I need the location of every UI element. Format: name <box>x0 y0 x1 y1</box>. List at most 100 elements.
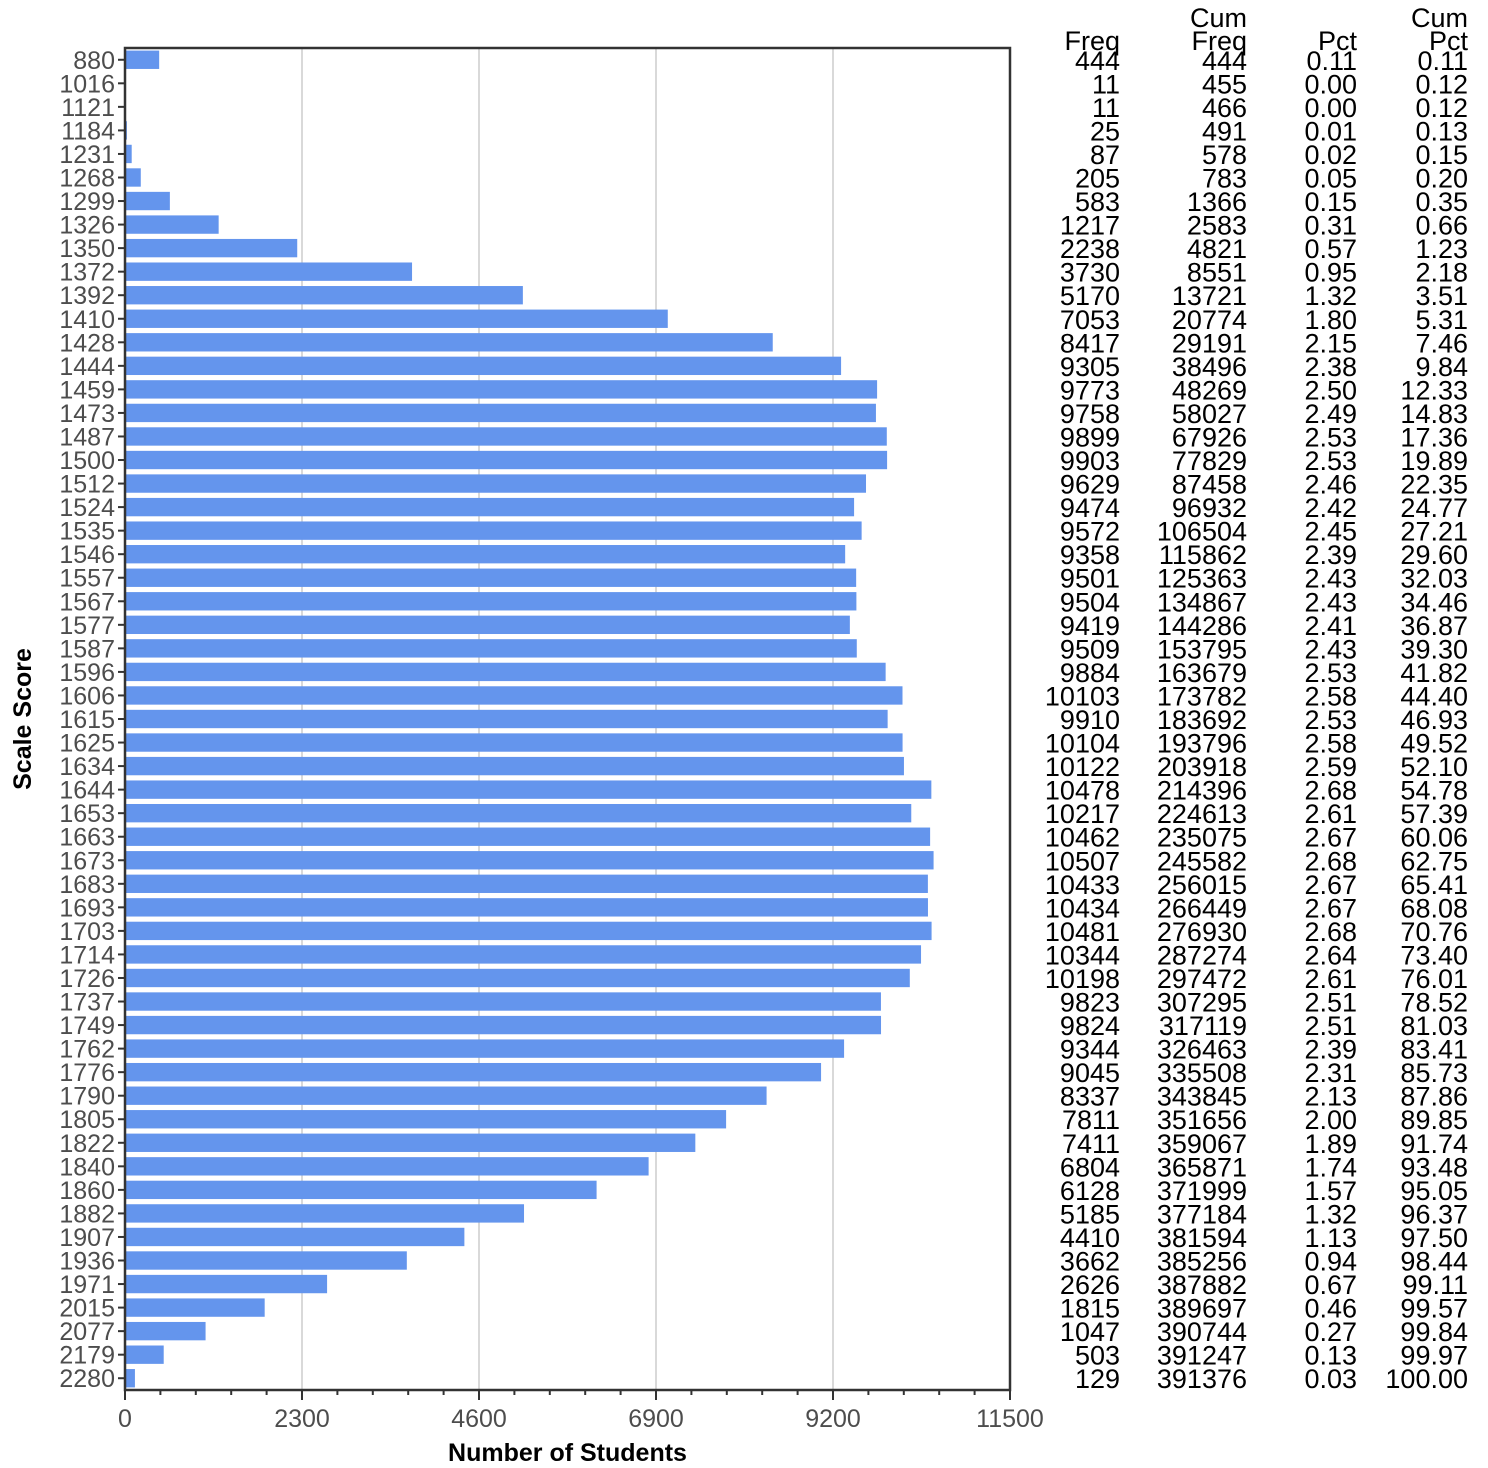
table-header: Freq <box>1191 26 1247 56</box>
table-cell: 2.49 <box>1304 399 1357 429</box>
x-tick-label: 6900 <box>628 1405 684 1433</box>
table-cell: 10462 <box>1045 823 1120 853</box>
table-cell: 39.30 <box>1400 634 1468 664</box>
bar <box>125 309 668 328</box>
bar <box>125 191 170 211</box>
table-cell: 205 <box>1075 163 1120 193</box>
y-tick-label: 1737 <box>59 989 115 1017</box>
table-cell: 1815 <box>1060 1294 1120 1324</box>
table-cell: 11 <box>1092 93 1120 123</box>
table-cell: 76.01 <box>1400 964 1468 994</box>
table-cell: 2.67 <box>1304 823 1357 853</box>
table-cell: 2.00 <box>1304 1105 1357 1135</box>
bar <box>125 1345 164 1364</box>
table-cell: 256015 <box>1157 870 1247 900</box>
table-cell: 89.85 <box>1400 1105 1468 1135</box>
table-cell: 2.45 <box>1304 517 1357 547</box>
table-cell: 9344 <box>1060 1035 1120 1065</box>
table-cell: 20774 <box>1172 305 1247 335</box>
y-tick-label: 1487 <box>59 423 115 451</box>
table-cell: 214396 <box>1157 776 1247 806</box>
bar <box>125 474 867 493</box>
table-cell: 0.00 <box>1304 93 1357 123</box>
table-cell: 2.67 <box>1304 893 1357 923</box>
bar <box>125 1110 727 1129</box>
y-tick-label: 880 <box>73 47 115 75</box>
table-cell: 2.51 <box>1304 988 1357 1018</box>
table-cell: 317119 <box>1159 1011 1247 1041</box>
y-tick-label: 1512 <box>59 471 115 499</box>
table-cell: 3.51 <box>1415 281 1468 311</box>
table-cell: 7053 <box>1060 305 1120 335</box>
table-cell: 583 <box>1075 187 1120 217</box>
table-cell: 1.23 <box>1415 234 1468 264</box>
table-cell: 60.06 <box>1400 823 1468 853</box>
bar <box>125 238 298 258</box>
table-cell: 73.40 <box>1400 940 1468 970</box>
table-cell: 91.74 <box>1400 1129 1468 1159</box>
table-cell: 1.57 <box>1304 1176 1357 1206</box>
table-cell: 115862 <box>1159 540 1247 570</box>
table-cell: 365871 <box>1157 1152 1247 1182</box>
table-cell: 4410 <box>1060 1223 1120 1253</box>
table-cell: 36.87 <box>1400 611 1468 641</box>
table-cell: 235075 <box>1157 823 1247 853</box>
table-cell: 335508 <box>1157 1058 1247 1088</box>
table-cell: 4821 <box>1187 234 1247 264</box>
table-cell: 389697 <box>1157 1294 1247 1324</box>
table-cell: 52.10 <box>1400 752 1468 782</box>
y-tick-label: 1822 <box>59 1130 115 1158</box>
table-cell: 1.89 <box>1304 1129 1357 1159</box>
table-cell: 183692 <box>1157 705 1247 735</box>
table-cell: 14.83 <box>1400 399 1468 429</box>
table-cell: 381594 <box>1157 1223 1247 1253</box>
table-cell: 9758 <box>1060 399 1120 429</box>
table-cell: 0.15 <box>1304 187 1357 217</box>
y-tick-label: 1790 <box>59 1083 115 1111</box>
bar <box>125 874 928 893</box>
table-cell: 0.13 <box>1304 1341 1357 1371</box>
table-cell: 12.33 <box>1400 375 1468 405</box>
table-cell: 371999 <box>1157 1176 1247 1206</box>
y-tick-label: 1392 <box>59 282 115 310</box>
table-cell: 0.00 <box>1304 69 1357 99</box>
table-cell: 0.11 <box>1306 46 1357 76</box>
table-cell: 95.05 <box>1400 1176 1468 1206</box>
table-cell: 0.94 <box>1304 1247 1357 1277</box>
table-cell: 17.36 <box>1400 422 1468 452</box>
bar <box>125 592 857 611</box>
table-cell: 99.84 <box>1400 1317 1468 1347</box>
bar <box>125 992 881 1011</box>
table-cell: 245582 <box>1157 846 1247 876</box>
y-tick-label: 1703 <box>59 918 115 946</box>
bar <box>125 733 903 752</box>
table-cell: 1.32 <box>1304 281 1357 311</box>
table-cell: 99.97 <box>1400 1341 1468 1371</box>
bar <box>125 1062 822 1082</box>
table-cell: 54.78 <box>1400 776 1468 806</box>
y-tick-label: 1805 <box>59 1106 115 1134</box>
bar <box>125 1369 135 1388</box>
table-cell: 9474 <box>1060 493 1120 523</box>
table-cell: 96932 <box>1172 493 1247 523</box>
x-axis-title: Number of Students <box>448 1439 687 1467</box>
table-cell: 0.11 <box>1417 46 1468 76</box>
y-tick-label: 1184 <box>61 117 115 145</box>
table-cell: 491 <box>1202 116 1247 146</box>
bar <box>125 1015 882 1035</box>
table-cell: 9305 <box>1060 352 1120 382</box>
table-cell: 0.57 <box>1304 234 1357 264</box>
bar <box>125 1086 767 1105</box>
table-cell: 10103 <box>1045 681 1120 711</box>
y-tick-label: 1936 <box>59 1248 115 1276</box>
table-cell: 390744 <box>1157 1317 1247 1347</box>
table-cell: 0.31 <box>1304 211 1357 241</box>
table-cell: 1.74 <box>1304 1152 1357 1182</box>
x-tick-label: 2300 <box>274 1405 330 1433</box>
table-cell: 2.58 <box>1304 681 1357 711</box>
y-tick-label: 1535 <box>59 518 115 546</box>
bar <box>125 851 934 870</box>
table-cell: 2.38 <box>1304 352 1357 382</box>
table-cell: 224613 <box>1157 799 1247 829</box>
table-cell: 9899 <box>1060 422 1120 452</box>
